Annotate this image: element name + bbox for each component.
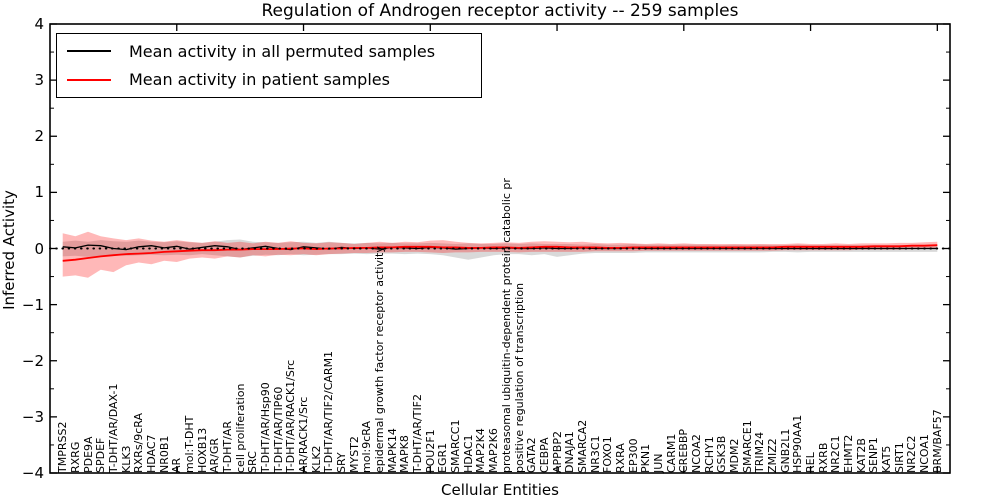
x-tick-label: RXRB xyxy=(816,442,830,473)
legend-item-permuted: Mean activity in all permuted samples xyxy=(67,42,471,61)
x-tick-label: T-DHT/AR xyxy=(220,420,234,473)
x-tick-label: epidermal growth factor receptor activit… xyxy=(373,246,387,473)
x-tick-label: T-DHT/AR/TIF2 xyxy=(411,393,425,473)
legend-label: Mean activity in all permuted samples xyxy=(129,41,436,61)
x-tick-label: AR/RACK1/Src xyxy=(297,396,311,473)
x-tick-label: EP300 xyxy=(626,438,640,473)
x-tick-label: POU2F1 xyxy=(423,429,437,473)
x-tick-label: SMARCE1 xyxy=(740,420,754,473)
y-tick-label: −1 xyxy=(21,295,44,314)
x-tick-label: MAPK8 xyxy=(398,435,412,473)
y-tick-label: 1 xyxy=(34,183,44,202)
x-tick-label: MAP2K6 xyxy=(487,428,501,473)
x-tick-label: MAPK14 xyxy=(385,428,399,473)
x-tick-label: EGR1 xyxy=(436,442,450,473)
x-tick-label: CEBPA xyxy=(537,437,551,473)
x-tick-label: APPBP2 xyxy=(550,431,564,473)
x-tick-label: mol:9cRA xyxy=(360,421,374,473)
series-line xyxy=(62,244,938,262)
permuted-line-sample xyxy=(67,50,111,53)
x-tick-label: RCHY1 xyxy=(702,436,716,473)
x-tick-label: SMARCA2 xyxy=(575,419,589,473)
x-tick-label: REL xyxy=(804,452,818,473)
x-tick-label: SRY xyxy=(335,452,349,473)
x-tick-label: MYST2 xyxy=(347,436,361,473)
x-tick-label: T-DHT/AR/TIF2/CARM1 xyxy=(322,350,336,473)
chart-title: Regulation of Androgen receptor activity… xyxy=(261,1,739,21)
x-tick-label: EHMT2 xyxy=(842,434,856,473)
x-tick-label: NR3C1 xyxy=(588,435,602,473)
y-tick-label: 0 xyxy=(34,239,44,258)
x-tick-label: T-DHT/AR/DAX-1 xyxy=(106,383,120,473)
x-tick-label: RXRs/9cRA xyxy=(132,412,146,473)
x-tick-label: BRM/BAF57 xyxy=(930,409,944,473)
x-tick-label: AR xyxy=(170,457,184,473)
x-tick-label: mol:T-DHT xyxy=(182,415,196,473)
x-tick-label: NR2C1 xyxy=(829,435,843,473)
x-tick-label: ZMIZ2 xyxy=(766,438,780,473)
y-tick-label: 4 xyxy=(34,15,44,33)
x-tick-label: HDAC1 xyxy=(461,434,475,473)
x-tick-label: T-DHT/AR/RACK1/Src xyxy=(284,359,298,473)
y-tick-label: −3 xyxy=(21,407,44,426)
x-tick-label: proteasomal ubiquitin-dependent protein … xyxy=(499,178,513,473)
x-tick-label: KLK3 xyxy=(119,445,133,473)
x-tick-label: MAP2K4 xyxy=(474,428,488,473)
x-tick-label: positive regulation of transcription xyxy=(512,282,526,473)
x-tick-label: HSP90AA1 xyxy=(791,414,805,473)
x-tick-label: KLK2 xyxy=(309,445,323,473)
x-tick-label: T-DHT/AR/TIP60 xyxy=(271,386,285,473)
legend-label: Mean activity in patient samples xyxy=(129,70,390,90)
plot-frame xyxy=(49,23,951,474)
x-tick-label: JUN xyxy=(651,453,665,473)
y-tick-label: −4 xyxy=(21,464,44,482)
x-tick-label: HDAC7 xyxy=(144,434,158,473)
x-tick-label: SENP1 xyxy=(867,437,881,473)
x-tick-label: SPDEF xyxy=(94,437,108,473)
x-tick-label: NCOA2 xyxy=(689,434,703,473)
x-tick-label: SRC xyxy=(246,451,260,473)
x-tick-label: DNAJA1 xyxy=(563,431,577,473)
x-tick-label: GATA2 xyxy=(525,437,539,473)
y-axis-label: Inferred Activity xyxy=(0,190,18,310)
permuted-samples-range-band xyxy=(62,239,938,260)
x-tick-label: SMARCC1 xyxy=(449,419,463,473)
x-tick-label: RXRA xyxy=(613,443,627,473)
x-tick-label: TRIM24 xyxy=(753,431,767,473)
x-tick-label: AR/GR xyxy=(208,437,222,473)
legend-item-patient: Mean activity in patient samples xyxy=(67,70,471,89)
patient-samples-range-band xyxy=(62,231,938,278)
x-tick-label: T-DHT/AR/Hsp90 xyxy=(258,382,272,473)
x-tick-label: FOXO1 xyxy=(601,436,615,473)
y-tick-label: −2 xyxy=(21,351,44,370)
x-tick-label: cell proliferation xyxy=(233,383,247,473)
x-tick-label: PDE9A xyxy=(81,436,95,473)
y-tick-label: 3 xyxy=(34,71,44,90)
x-tick-label: GNB2L1 xyxy=(778,428,792,473)
legend: Mean activity in all permuted samples Me… xyxy=(56,33,482,98)
x-tick-label: SIRT1 xyxy=(892,442,906,473)
x-tick-label: RXRG xyxy=(68,441,82,473)
x-tick-label: HOXB13 xyxy=(195,427,209,473)
patient-line-sample xyxy=(67,78,111,81)
x-tick-label: GSK3B xyxy=(715,435,729,473)
x-tick-label: NR0B1 xyxy=(157,435,171,473)
x-tick-label: CARM1 xyxy=(664,433,678,473)
x-tick-label: KAT5 xyxy=(880,445,894,473)
x-tick-label: MDM2 xyxy=(728,438,741,473)
x-tick-label: TMPRSS2 xyxy=(56,421,70,473)
x-axis-label: Cellular Entities xyxy=(441,481,559,499)
y-tick-label: 2 xyxy=(34,127,44,146)
x-tick-label: NR2C2 xyxy=(905,435,919,473)
x-tick-label: CREBBP xyxy=(677,429,691,473)
x-tick-label: NCOA1 xyxy=(918,434,932,473)
x-tick-label: KAT2B xyxy=(854,438,868,473)
x-tick-label: PKN1 xyxy=(639,443,653,473)
